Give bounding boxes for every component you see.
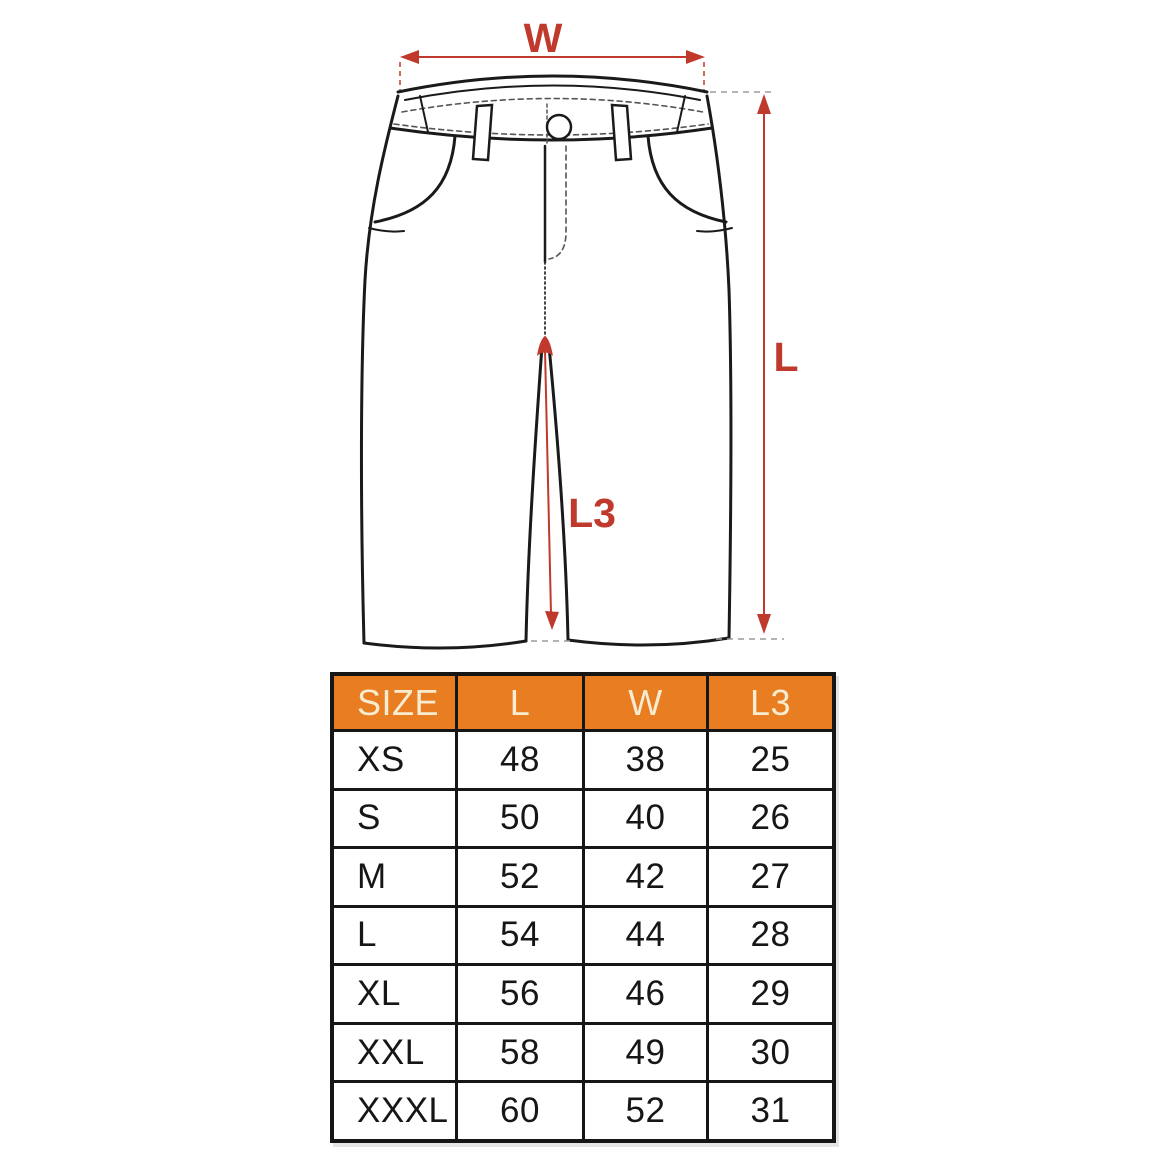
value-cell-l: 60 — [458, 1083, 582, 1139]
header-cell-l3: L3 — [709, 676, 832, 729]
value-cell-w: 40 — [585, 790, 706, 847]
waistband-top-rim — [396, 74, 709, 94]
waistband-end-seam-left — [419, 95, 429, 133]
shorts-diagram: W L L3 — [359, 15, 799, 650]
w-arrowhead-left — [400, 50, 419, 64]
left-side-seam — [359, 94, 400, 645]
value-cell-l: 50 — [458, 790, 582, 847]
dimension-l3: L3 — [531, 349, 616, 642]
waist-button — [545, 113, 573, 141]
size-cell: XS — [334, 732, 455, 788]
value-cell-l3: 25 — [709, 732, 832, 788]
header-cell-size: SIZE — [334, 676, 455, 729]
size-cell: XXL — [334, 1024, 455, 1081]
right-pocket-facing — [696, 227, 733, 233]
l-arrowhead-top — [757, 94, 771, 114]
value-cell-l: 58 — [458, 1024, 582, 1081]
crotch-measure-point — [537, 336, 553, 356]
l3-label: L3 — [568, 490, 616, 536]
value-cell-l3: 26 — [709, 790, 832, 847]
right-pocket-curve — [646, 134, 728, 224]
belt-loop-left — [471, 103, 494, 162]
value-cell-l3: 31 — [709, 1083, 832, 1139]
value-cell-w: 42 — [585, 849, 706, 905]
waistband-end-seam-right — [676, 95, 686, 133]
waistband-inner-rim — [404, 84, 701, 101]
size-cell: L — [334, 907, 455, 964]
fly-j-stitch — [548, 145, 567, 260]
size-cell: S — [334, 790, 455, 847]
value-cell-l3: 28 — [709, 907, 832, 964]
value-cell-w: 38 — [585, 732, 706, 788]
value-cell-l: 54 — [458, 907, 582, 964]
l-arrowhead-bottom — [757, 614, 771, 634]
size-cell: XXXL — [334, 1083, 455, 1139]
value-cell-w: 44 — [585, 907, 706, 964]
left-pocket-facing — [368, 227, 405, 233]
left-pocket-curve — [373, 134, 457, 224]
value-cell-w: 49 — [585, 1024, 706, 1081]
size-cell: XL — [334, 966, 455, 1022]
w-label: W — [524, 15, 563, 61]
belt-loop-right — [610, 103, 633, 162]
shorts-outline — [359, 74, 733, 650]
value-cell-l: 56 — [458, 966, 582, 1022]
waistband-stitch-upper — [401, 97, 704, 113]
size-table: SIZE L W L3 XS 48 38 25 S 50 40 26 M 52 … — [330, 672, 836, 1143]
right-side-seam — [705, 94, 733, 640]
value-cell-w: 52 — [585, 1083, 706, 1139]
value-cell-w: 46 — [585, 966, 706, 1022]
l3-arrow-line — [544, 349, 552, 615]
header-cell-w: W — [585, 676, 706, 729]
l-label: L — [773, 334, 798, 380]
dimension-l: L — [710, 91, 799, 640]
waistband-bottom-edge — [388, 126, 714, 142]
right-hem — [566, 636, 731, 647]
dimension-w: W — [399, 15, 705, 90]
value-cell-l3: 29 — [709, 966, 832, 1022]
l3-arrowhead-bottom — [545, 611, 559, 630]
value-cell-l: 52 — [458, 849, 582, 905]
left-inseam — [524, 344, 544, 643]
right-inseam — [547, 344, 570, 642]
value-cell-l3: 27 — [709, 849, 832, 905]
value-cell-l3: 30 — [709, 1024, 832, 1081]
header-cell-l: L — [458, 676, 582, 729]
left-hem — [362, 639, 528, 650]
w-arrowhead-right — [686, 50, 705, 64]
size-cell: M — [334, 849, 455, 905]
value-cell-l: 48 — [458, 732, 582, 788]
